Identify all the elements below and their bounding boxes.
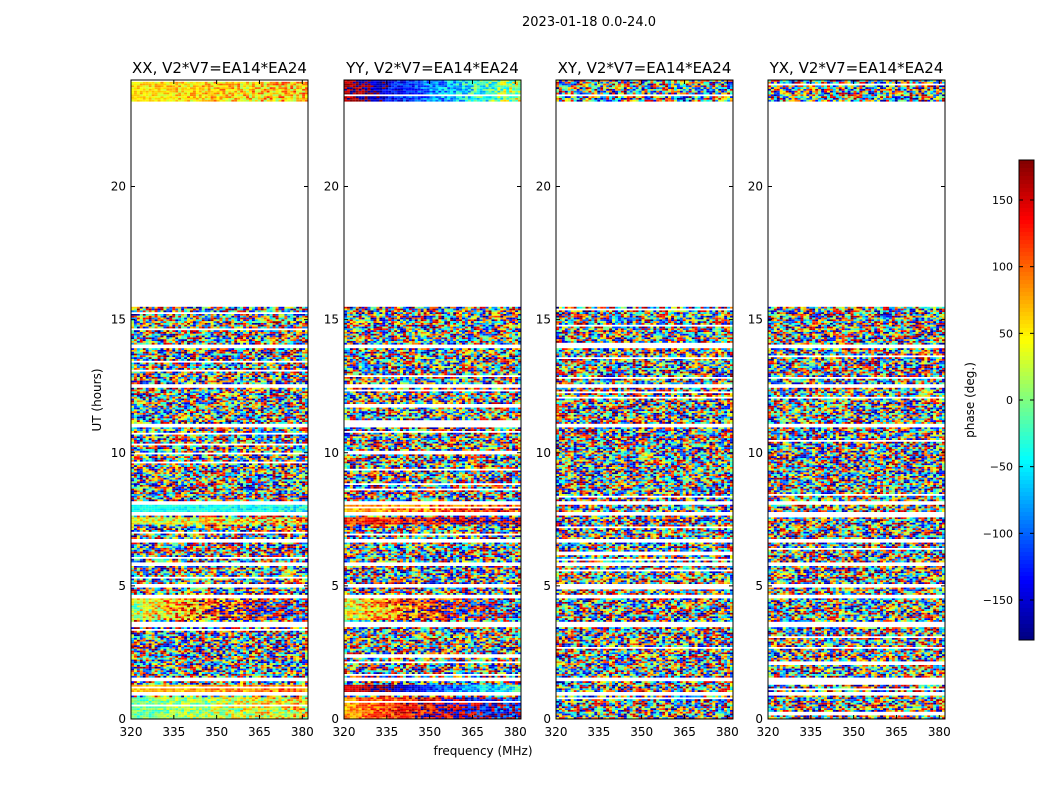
y-tick-label: 10	[748, 446, 763, 460]
x-axis-label: frequency (MHz)	[433, 744, 532, 758]
x-tick-label: 350	[842, 725, 865, 739]
y-tick-label: 15	[536, 313, 551, 327]
panel-title: XX, V2*V7=EA14*EA24	[132, 59, 307, 77]
colorbar-tick-label: −100	[983, 527, 1013, 540]
y-tick-label: 5	[118, 579, 126, 593]
y-tick-label: 20	[536, 180, 551, 194]
colorbar-tick-label: 150	[992, 194, 1013, 207]
panel-4: YX, V2*V7=EA14*EA24 320 335 350 365 380 0 5 10 15…	[748, 59, 951, 739]
phase-image	[131, 81, 309, 719]
colorbar-tick-label: 100	[992, 261, 1013, 274]
x-tick-label: 320	[120, 725, 143, 739]
x-tick-label: 335	[375, 725, 398, 739]
x-tick-label: 380	[716, 725, 739, 739]
x-tick-label: 335	[587, 725, 610, 739]
y-tick-label: 15	[748, 313, 763, 327]
y-tick-label: 20	[111, 180, 126, 194]
x-tick-label: 365	[461, 725, 484, 739]
colorbar-tick-label: −150	[983, 594, 1013, 607]
y-axis-label: UT (hours)	[90, 368, 104, 431]
colorbar-label: phase (deg.)	[963, 362, 977, 438]
panel-frame	[767, 79, 946, 720]
y-tick-label: 5	[331, 579, 339, 593]
panel-1: XX, V2*V7=EA14*EA24 320 335 350 365 380 0 5 10 15…	[111, 59, 314, 739]
panel-frame	[555, 79, 734, 720]
panel-title: YY, V2*V7=EA14*EA24	[345, 59, 519, 77]
x-tick-label: 335	[162, 725, 185, 739]
x-tick-label: 350	[630, 725, 653, 739]
figure-title: 2023-01-18 0.0-24.0	[522, 15, 656, 30]
panel-3: XY, V2*V7=EA14*EA24 320 335 350 365 380 0 5 10 15…	[536, 59, 739, 739]
x-tick-label: 365	[885, 725, 908, 739]
y-tick-label: 10	[324, 446, 339, 460]
colorbar-tick-label: 0	[1006, 394, 1013, 407]
colorbar: 150 100 50 0 −50 −100 −150	[983, 159, 1035, 641]
colorbar-gradient	[1019, 160, 1034, 641]
x-tick-label: 365	[673, 725, 696, 739]
panel-frame	[343, 79, 522, 720]
y-tick-label: 15	[111, 313, 126, 327]
x-tick-label: 320	[757, 725, 780, 739]
panel-2: YY, V2*V7=EA14*EA24 320 335 350 365 380 0 5 10 15…	[324, 59, 527, 739]
panel-frame	[130, 79, 309, 720]
x-tick-label: 320	[333, 725, 356, 739]
panels: XX, V2*V7=EA14*EA24 320 335 350 365 380 0 5 10 15…	[111, 59, 951, 739]
x-tick-label: 365	[248, 725, 271, 739]
colorbar-tick-label: 50	[999, 327, 1013, 340]
y-tick-label: 0	[755, 712, 763, 726]
x-tick-label: 350	[205, 725, 228, 739]
y-tick-label: 15	[324, 313, 339, 327]
x-tick-label: 380	[291, 725, 314, 739]
panel-title: XY, V2*V7=EA14*EA24	[558, 59, 732, 77]
y-tick-label: 10	[111, 446, 126, 460]
x-tick-label: 380	[928, 725, 951, 739]
y-tick-label: 0	[118, 712, 126, 726]
colorbar-tick-label: −50	[990, 461, 1013, 474]
x-tick-label: 335	[799, 725, 822, 739]
x-tick-label: 380	[504, 725, 527, 739]
y-tick-label: 5	[755, 579, 763, 593]
phase-image	[556, 80, 734, 719]
phase-image	[344, 80, 522, 719]
panel-title: YX, V2*V7=EA14*EA24	[769, 59, 944, 77]
y-tick-label: 20	[748, 180, 763, 194]
y-tick-label: 5	[543, 579, 551, 593]
x-tick-label: 350	[418, 725, 441, 739]
y-tick-label: 20	[324, 180, 339, 194]
phase-image	[768, 80, 946, 719]
y-tick-label: 10	[536, 446, 551, 460]
y-tick-label: 0	[543, 712, 551, 726]
y-tick-label: 0	[331, 712, 339, 726]
x-tick-label: 320	[545, 725, 568, 739]
